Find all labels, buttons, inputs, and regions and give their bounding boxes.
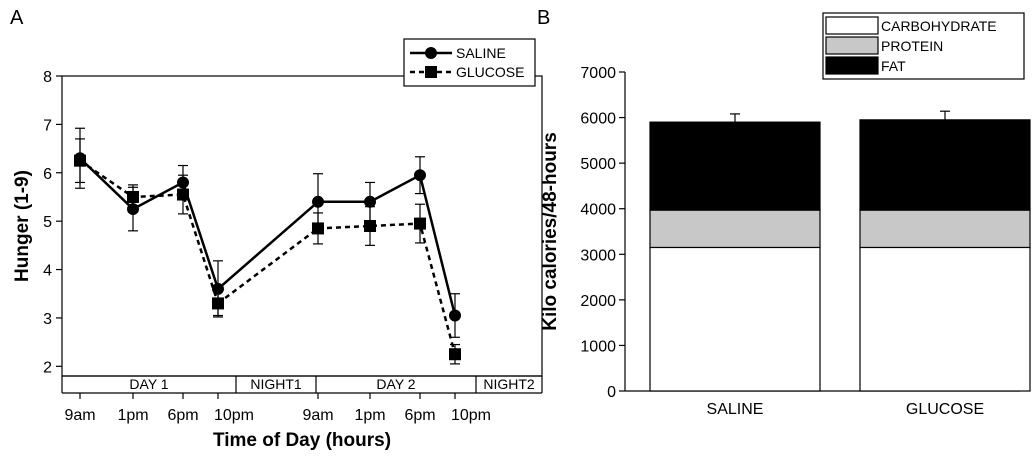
x-category-label: GLUCOSE <box>906 401 984 418</box>
panel-b-legend: CARBOHYDRATE PROTEIN FAT <box>822 12 1025 80</box>
y-tick-label: 0 <box>607 384 616 401</box>
data-point-glucose <box>449 348 461 361</box>
data-point-saline <box>414 169 426 182</box>
x-tick-label: 6pm <box>404 407 435 424</box>
legend-swatch-protein <box>825 36 879 55</box>
x-tick-label: 10pm <box>214 407 254 424</box>
data-point-glucose <box>364 220 376 232</box>
series-line-saline <box>79 157 220 290</box>
y-tick-label: 5 <box>43 214 52 231</box>
data-point-saline <box>449 309 461 322</box>
series-line-glucose <box>317 222 457 355</box>
legend-label-protein: PROTEIN <box>881 38 943 54</box>
data-point-glucose <box>212 297 224 310</box>
x-tick-label: 9am <box>64 407 95 424</box>
data-point-glucose <box>177 188 189 201</box>
series-line-saline <box>318 173 457 316</box>
x-tick-label: 1pm <box>117 407 148 424</box>
legend-marker-saline <box>425 47 437 59</box>
legend-label-saline: SALINE <box>456 45 506 61</box>
y-tick-label: 4 <box>43 263 52 280</box>
time-band-label: DAY 2 <box>376 376 415 392</box>
panel-b-stacked-bar-chart: 0 1000 2000 3000 4000 5000 6000 7000 Kilo calori… <box>540 12 1031 418</box>
y-tick-label: 2000 <box>580 293 616 310</box>
y-tick-label: 5000 <box>580 156 616 173</box>
legend-label-glucose: GLUCOSE <box>456 64 524 80</box>
y-tick-label: 2 <box>43 359 52 376</box>
series-line-glucose <box>217 227 319 305</box>
y-axis-title: Kilo calories/48-hours <box>540 132 561 331</box>
x-tick-label: 10pm <box>451 407 491 424</box>
legend-frame <box>403 38 536 87</box>
y-tick-label: 3 <box>43 311 52 328</box>
y-tick-label: 4000 <box>580 202 616 219</box>
data-point-glucose <box>127 190 139 203</box>
data-point-glucose <box>414 217 426 230</box>
bar-segment-carbohydrate <box>859 246 1031 392</box>
y-axis-title: Hunger (1-9) <box>12 170 33 282</box>
panel-b-letter: B <box>537 7 550 29</box>
data-point-glucose <box>74 154 86 167</box>
x-tick-label: 9am <box>302 407 333 424</box>
x-tick-label: 6pm <box>167 407 198 424</box>
bar-segment-fat <box>859 119 1031 211</box>
panel-a-line-chart: 2 3 4 5 6 7 8 Hunger (1-9) DAY 1 NIGHT1 DAY 2 NIGHT… <box>12 38 543 451</box>
panel-a-plot-frame <box>61 75 543 377</box>
data-point-saline <box>364 195 376 208</box>
y-tick-label: 7 <box>43 117 52 134</box>
x-category-label: SALINE <box>707 401 764 418</box>
bar-segment-protein <box>649 209 821 249</box>
time-band-label: NIGHT2 <box>483 376 535 392</box>
y-tick-label: 3000 <box>580 247 616 264</box>
legend-swatch-fat <box>825 56 879 75</box>
x-tick-label: 1pm <box>354 407 385 424</box>
x-axis-title: Time of Day (hours) <box>213 430 391 451</box>
y-tick-label: 1000 <box>580 338 616 355</box>
series-line-glucose <box>79 159 220 304</box>
y-tick-label: 6 <box>43 166 52 183</box>
panel-a-letter: A <box>10 7 24 29</box>
y-tick-label: 6000 <box>580 111 616 128</box>
data-point-saline <box>312 195 324 208</box>
series-line-saline <box>217 200 319 290</box>
legend-swatch-carbohydrate <box>825 16 879 35</box>
legend-marker-glucose <box>425 66 437 78</box>
legend-label-fat: FAT <box>881 58 906 74</box>
time-band-label: DAY 1 <box>129 376 168 392</box>
y-tick-label: 7000 <box>580 65 616 82</box>
bar-segment-carbohydrate <box>649 246 821 392</box>
panel-a-legend: SALINE GLUCOSE <box>403 38 536 87</box>
data-point-glucose <box>312 222 324 235</box>
legend-label-carbohydrate: CARBOHYDRATE <box>881 18 997 34</box>
bar-segment-fat <box>649 121 821 211</box>
y-tick-label: 8 <box>43 69 52 86</box>
bar-segment-protein <box>859 209 1031 249</box>
time-band-label: NIGHT1 <box>250 376 302 392</box>
